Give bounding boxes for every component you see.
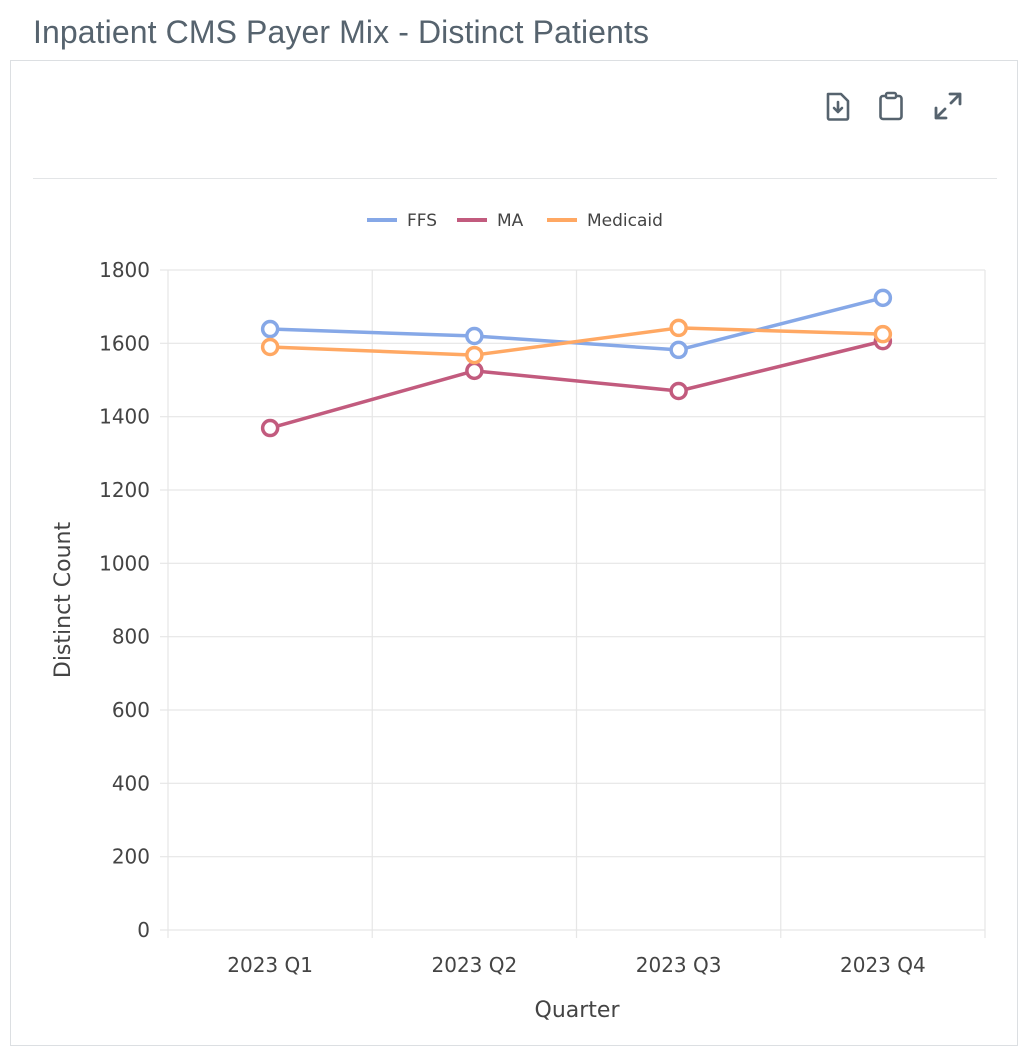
data-point[interactable]	[465, 326, 484, 346]
file-download-icon	[826, 92, 850, 121]
page-title: Inpatient CMS Payer Mix - Distinct Patie…	[33, 14, 650, 50]
y-axis-label: Distinct Count	[51, 522, 76, 679]
y-tick-label: 800	[112, 625, 150, 649]
x-axis-label: Quarter	[535, 998, 621, 1023]
y-axis-ticks: 0 200 400 600 800 1000 1200 1400 1600 1800	[99, 258, 150, 942]
download-button[interactable]	[820, 88, 856, 124]
y-tick-label: 0	[137, 918, 150, 942]
x-tick-label: 2023 Q2	[432, 953, 518, 977]
data-point[interactable]	[873, 324, 893, 344]
x-tick-label: 2023 Q4	[840, 953, 926, 977]
x-tick-label: 2023 Q1	[227, 953, 313, 977]
x-tick-label: 2023 Q3	[636, 953, 722, 977]
data-point[interactable]	[873, 288, 893, 308]
data-point[interactable]	[260, 418, 280, 438]
y-tick-label: 1400	[99, 405, 150, 429]
copy-button[interactable]	[873, 88, 909, 124]
chart-grid	[160, 269, 986, 938]
chart-legend: FFS MA Medicaid	[367, 211, 663, 231]
chart-series	[260, 288, 893, 438]
y-tick-label: 1200	[99, 478, 150, 502]
data-point[interactable]	[669, 381, 688, 401]
legend-item-ffs[interactable]: FFS	[367, 211, 437, 231]
y-tick-label: 1000	[99, 551, 150, 575]
expand-button[interactable]	[930, 88, 966, 124]
y-tick-label: 400	[112, 771, 150, 795]
legend-label: FFS	[407, 211, 437, 231]
toolbar-divider	[33, 178, 997, 179]
data-point[interactable]	[260, 319, 280, 339]
x-axis-ticks: 2023 Q1 2023 Q2 2023 Q3 2023 Q4	[227, 953, 925, 977]
legend-label: MA	[497, 211, 524, 231]
y-tick-label: 600	[112, 698, 150, 722]
data-point[interactable]	[669, 318, 688, 338]
series-medicaid	[260, 318, 893, 365]
data-point[interactable]	[260, 337, 280, 357]
series-line	[270, 326, 883, 357]
clipboard-icon	[879, 91, 903, 121]
data-point[interactable]	[465, 361, 484, 381]
series-line	[269, 339, 884, 430]
data-point[interactable]	[669, 340, 688, 360]
chart-card	[10, 60, 1018, 1046]
expand-arrows-icon	[934, 92, 962, 120]
data-point[interactable]	[465, 345, 484, 365]
legend-label: Medicaid	[587, 211, 663, 231]
y-tick-label: 200	[112, 845, 150, 869]
y-tick-label: 1600	[99, 331, 150, 355]
legend-item-ma[interactable]: MA	[457, 211, 524, 231]
legend-item-medicaid[interactable]: Medicaid	[547, 211, 663, 231]
y-tick-label: 1800	[99, 258, 150, 282]
